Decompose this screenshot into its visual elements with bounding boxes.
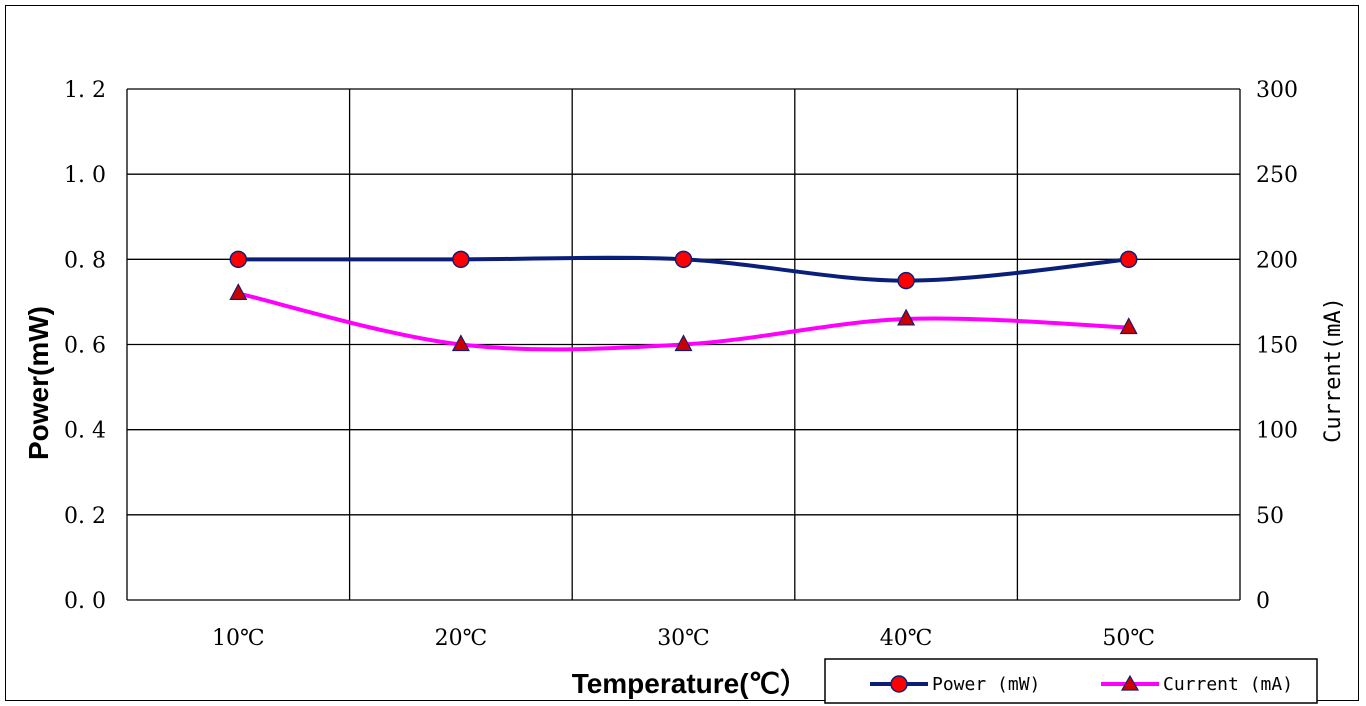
y-right-tick-label: 200 (1256, 248, 1298, 273)
current-data-point (897, 308, 916, 326)
power-data-point (897, 271, 915, 290)
y-right-tick-label: 100 (1256, 419, 1298, 444)
y-left-tick-label: 0. 2 (64, 504, 106, 529)
current-data-point (229, 283, 248, 300)
y-axis-title-left: Power(mW) (23, 306, 54, 460)
legend-box (824, 658, 1318, 704)
power-data-point (452, 250, 470, 269)
current-data-point (1119, 317, 1138, 335)
y-right-tick-label: 300 (1256, 78, 1298, 103)
series-layer (229, 250, 1138, 352)
chart-frame (5, 5, 1359, 701)
grid (126, 88, 1241, 601)
y-left-tick-label: 1. 2 (64, 78, 106, 103)
legend: Power (mW) Current (mA) (824, 658, 1318, 704)
y-left-tick-label: 0. 6 (64, 334, 106, 359)
y-right-tick-label: 250 (1256, 163, 1298, 188)
y-left-tick-label: 0. 4 (64, 419, 106, 444)
power-data-point (674, 250, 693, 269)
legend-current-label: Current (mA) (1163, 674, 1293, 695)
legend-current-marker (1120, 674, 1140, 691)
y-left-tick-label: 0. 8 (64, 248, 106, 273)
x-tick-label: 10℃ (212, 626, 265, 651)
current-data-point (674, 334, 693, 352)
power-data-point (229, 250, 248, 269)
left-axis-ticks: 0. 0 0. 2 0. 4 0. 6 0. 8 1. 0 1. 2 (64, 78, 106, 614)
current-data-point (451, 334, 470, 352)
legend-power-label: Power (mW) (932, 674, 1040, 695)
y-axis-title-right: Current(mA) (1321, 297, 1346, 443)
y-left-tick-label: 1. 0 (64, 163, 106, 188)
power-data-point (1119, 250, 1138, 269)
x-tick-label: 50℃ (1102, 626, 1155, 651)
x-axis-ticks: 10℃ 20℃ 30℃ 40℃ 50℃ (212, 626, 1155, 651)
x-tick-label: 30℃ (657, 626, 710, 651)
y-left-tick-label: 0. 0 (64, 589, 106, 614)
x-tick-label: 40℃ (880, 626, 933, 651)
legend-power-marker (890, 675, 908, 693)
y-right-tick-label: 50 (1256, 504, 1284, 529)
right-axis-ticks: 0 50 100 150 200 250 300 (1256, 78, 1298, 614)
y-right-tick-label: 0 (1256, 589, 1270, 614)
x-axis-title: Temperature(℃） (572, 667, 808, 699)
x-tick-label: 20℃ (435, 626, 488, 651)
y-right-tick-label: 150 (1256, 334, 1298, 359)
